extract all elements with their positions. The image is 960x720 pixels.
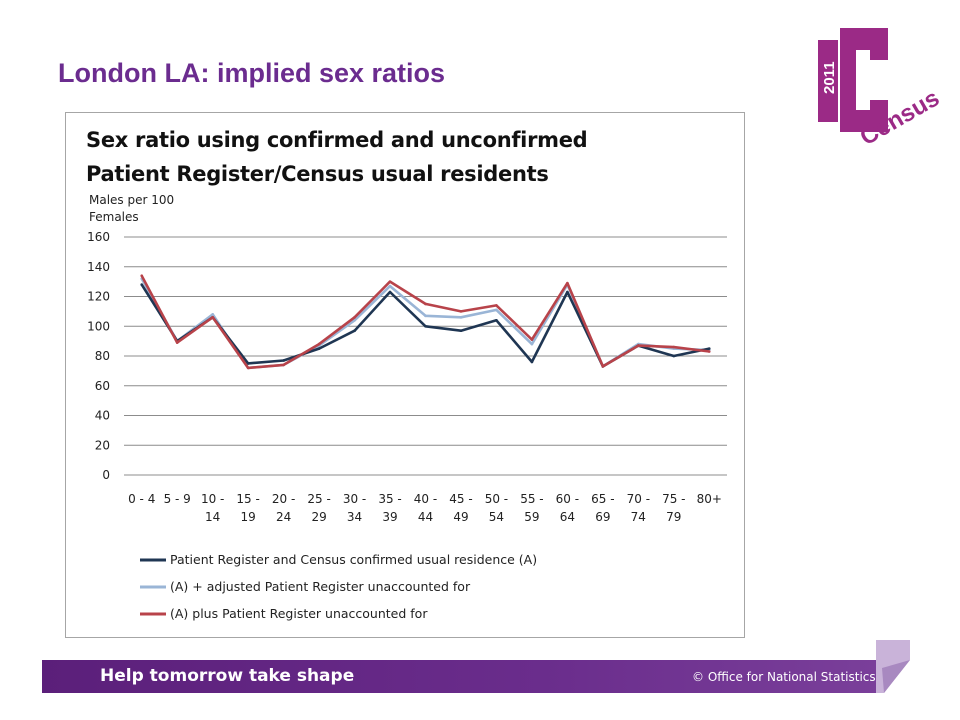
- y-tick-label: 0: [102, 468, 110, 482]
- census-2011-logo: 2011 Census: [818, 28, 944, 151]
- data-point: [140, 274, 144, 277]
- data-point: [246, 362, 250, 365]
- data-point: [637, 344, 640, 347]
- data-point: [459, 316, 463, 319]
- data-point: [282, 359, 285, 362]
- x-tick-label: 40 -: [414, 492, 437, 506]
- data-point: [353, 316, 356, 319]
- data-point: [495, 319, 498, 322]
- x-tick-label: 24: [276, 510, 291, 524]
- y-tick-label: 80: [95, 349, 110, 363]
- x-tick-label: 70 -: [627, 492, 650, 506]
- x-tick-label: 79: [666, 510, 681, 524]
- x-tick-label: 49: [453, 510, 468, 524]
- y-tick-label: 40: [95, 409, 110, 423]
- data-point: [459, 329, 463, 333]
- data-point: [388, 284, 392, 288]
- x-tick-label: 65 -: [591, 492, 614, 506]
- y-axis-unit-line-2: Females: [89, 210, 139, 224]
- data-point: [317, 347, 321, 350]
- data-point: [707, 347, 711, 350]
- y-tick-label: 100: [87, 319, 110, 333]
- legend-label: (A) plus Patient Register unaccounted fo…: [170, 606, 428, 621]
- x-tick-label: 59: [524, 510, 539, 524]
- x-tick-label: 64: [560, 510, 575, 524]
- x-tick-label: 25 -: [307, 492, 330, 506]
- x-tick-label: 54: [489, 510, 504, 524]
- data-point: [495, 304, 498, 307]
- footer-tagline: Help tomorrow take shape: [100, 666, 355, 686]
- data-point: [175, 341, 179, 344]
- footer-copyright: © Office for National Statistics: [692, 670, 876, 684]
- x-tick-label: 69: [595, 510, 610, 524]
- data-point: [459, 310, 463, 313]
- data-point: [495, 308, 498, 312]
- data-point: [601, 365, 605, 368]
- footer-bar: [42, 660, 878, 693]
- x-tick-label: 75 -: [662, 492, 685, 506]
- data-point: [211, 316, 214, 319]
- x-tick-label: 39: [382, 510, 397, 524]
- data-point: [672, 354, 676, 358]
- x-tick-label: 15 -: [236, 492, 259, 506]
- x-tick-label: 44: [418, 510, 433, 524]
- data-point: [424, 324, 427, 328]
- x-tick-label: 29: [311, 510, 326, 524]
- data-point: [282, 363, 285, 367]
- data-point: [530, 338, 534, 341]
- x-tick-label: 34: [347, 510, 362, 524]
- y-tick-label: 120: [87, 290, 110, 304]
- data-point: [388, 280, 392, 283]
- data-point: [530, 342, 534, 346]
- legend-label: Patient Register and Census confirmed us…: [170, 552, 537, 567]
- x-tick-label: 74: [631, 510, 646, 524]
- legend-label: (A) + adjusted Patient Register unaccoun…: [170, 579, 471, 594]
- data-point: [317, 342, 321, 346]
- x-tick-label: 0 - 4: [128, 492, 155, 506]
- series-line-3: [140, 275, 710, 370]
- x-tick-label: 50 -: [485, 492, 508, 506]
- x-tick-label: 19: [241, 510, 256, 524]
- x-tick-label: 20 -: [272, 492, 295, 506]
- data-point: [672, 345, 676, 349]
- x-tick-label: 14: [205, 510, 220, 524]
- data-point: [140, 283, 144, 286]
- data-point: [353, 319, 356, 322]
- chart-frame: [65, 112, 745, 638]
- x-tick-label: 60 -: [556, 492, 579, 506]
- x-tick-label: 55 -: [520, 492, 543, 506]
- data-point: [211, 313, 214, 316]
- data-point: [566, 290, 569, 294]
- data-point: [246, 366, 250, 370]
- y-tick-label: 60: [95, 379, 110, 393]
- page-curl-decoration: [876, 640, 910, 693]
- slide-title: London LA: implied sex ratios: [58, 58, 446, 88]
- data-point: [424, 314, 427, 318]
- data-point: [424, 302, 427, 306]
- chart-title-line-1: Sex ratio using confirmed and unconfirme…: [86, 128, 588, 152]
- x-tick-label: 30 -: [343, 492, 366, 506]
- data-point: [388, 290, 392, 294]
- x-tick-label: 45 -: [449, 492, 472, 506]
- data-point: [530, 360, 534, 364]
- y-tick-label: 160: [87, 230, 110, 244]
- x-tick-label: 5 - 9: [164, 492, 191, 506]
- data-point: [707, 350, 711, 353]
- y-axis-unit-line-1: Males per 100: [89, 193, 175, 207]
- x-tick-label: 80+: [697, 492, 722, 506]
- chart-title-line-2: Patient Register/Census usual residents: [86, 162, 549, 186]
- y-axis-unit-label: Males per 100 Females: [89, 192, 199, 226]
- data-point: [566, 281, 569, 285]
- data-point: [353, 329, 356, 333]
- y-tick-label: 20: [95, 438, 110, 452]
- logo-year: 2011: [821, 61, 838, 94]
- x-tick-label: 35 -: [378, 492, 401, 506]
- y-tick-label: 140: [87, 260, 110, 274]
- x-tick-label: 10 -: [201, 492, 224, 506]
